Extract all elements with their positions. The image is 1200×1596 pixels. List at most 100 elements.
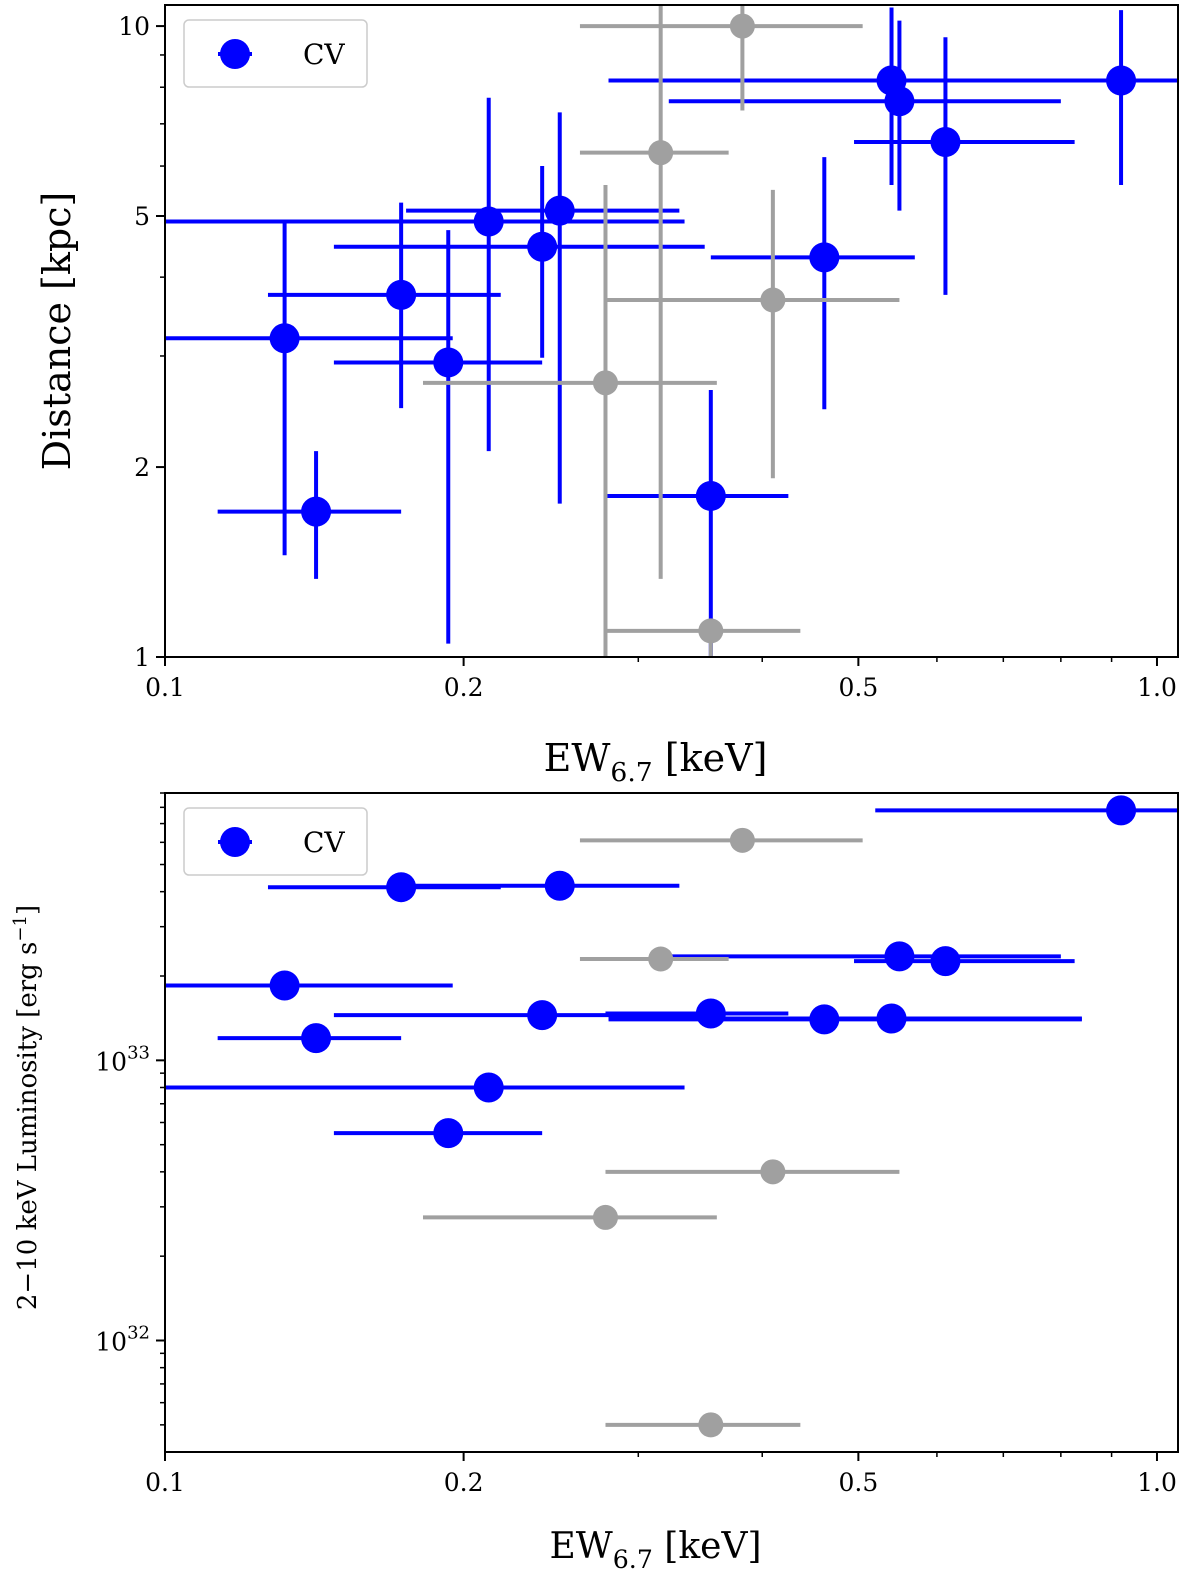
other-marker: [592, 370, 618, 396]
x-tick-label: 0.5: [838, 1468, 878, 1497]
other-point: [605, 189, 900, 479]
y-tick-label: 1032: [95, 1323, 150, 1357]
x-axis-label-sub: 6.7: [613, 1545, 653, 1574]
panel-distance: 0.1 0.2 0.5 1.0 1 2 5 10 EW6.7 [keV] Distance [kp…: [35, 4, 1179, 788]
other-point: [605, 618, 801, 657]
y-tick-exponent: 32: [127, 1323, 150, 1344]
CV-point: [333, 1118, 543, 1149]
other-marker: [729, 827, 755, 853]
x-axis-label: EW6.7 [keV]: [550, 1526, 762, 1574]
CV-marker: [269, 323, 300, 354]
other-point: [579, 5, 863, 111]
CV-marker: [386, 279, 417, 310]
y-tick-base: 10: [95, 1047, 127, 1076]
y-tick-label: 1: [134, 643, 150, 672]
x-tick-label: 0.1: [145, 673, 185, 702]
other-marker: [698, 618, 724, 644]
y-tick-label: 1033: [95, 1042, 150, 1076]
CV-point: [217, 451, 402, 579]
x-tick-label: 0.2: [444, 673, 484, 702]
CV-marker: [930, 946, 961, 977]
x-axis-label-sub: 6.7: [610, 757, 652, 788]
other-point: [605, 1412, 801, 1438]
CV-point: [854, 946, 1075, 977]
other-point: [579, 827, 863, 853]
other-marker: [760, 287, 786, 313]
CV-marker: [386, 872, 417, 903]
CV-marker: [301, 1023, 332, 1054]
x-axis-label-unit: [keV]: [653, 1526, 762, 1567]
legend-marker: [220, 39, 250, 69]
series-CV: [165, 7, 1178, 657]
other-point: [605, 1159, 900, 1185]
x-tick-label: 0.2: [444, 1468, 484, 1497]
CV-point: [605, 389, 789, 657]
y-axis-label-sup: −1: [10, 915, 31, 942]
CV-marker: [301, 496, 332, 527]
CV-point: [875, 795, 1178, 826]
other-marker: [648, 140, 674, 166]
y-tick-base: 10: [95, 1328, 127, 1357]
other-marker: [648, 946, 674, 972]
y-axis-label-end: ]: [13, 905, 43, 915]
x-axis-label: EW6.7 [keV]: [544, 736, 768, 788]
legend: CV: [183, 19, 368, 88]
series-other: [422, 827, 900, 1438]
CV-point: [165, 1072, 685, 1103]
CV-point: [710, 157, 915, 410]
CV-marker: [544, 870, 575, 901]
x-axis-label-main: EW: [550, 1526, 613, 1567]
legend-marker: [220, 827, 250, 857]
CV-marker: [884, 941, 915, 972]
CV-point: [217, 1023, 402, 1054]
legend-label: CV: [303, 38, 345, 71]
CV-marker: [544, 195, 575, 226]
y-axis-label-main: 2−10 keV Luminosity [erg s: [13, 942, 43, 1311]
y-tick-exponent: 33: [127, 1042, 150, 1063]
CV-point: [267, 202, 501, 409]
CV-marker: [473, 1072, 504, 1103]
other-marker: [592, 1204, 618, 1230]
CV-marker: [433, 347, 464, 378]
x-tick-label: 0.1: [145, 1468, 185, 1497]
other-marker: [729, 13, 755, 39]
legend: CV: [183, 807, 368, 876]
y-tick-label: 2: [134, 453, 150, 482]
CV-marker: [1106, 65, 1137, 96]
legend-label: CV: [303, 826, 345, 859]
CV-marker: [695, 480, 726, 511]
other-point: [579, 946, 729, 972]
CV-point: [668, 941, 1061, 972]
legend-frame: [183, 19, 368, 88]
CV-point: [608, 10, 1178, 185]
series-other: [422, 5, 900, 657]
CV-point: [605, 998, 789, 1029]
CV-marker: [884, 86, 915, 117]
CV-point: [406, 112, 680, 504]
CV-point: [406, 870, 680, 901]
CV-marker: [527, 1000, 558, 1031]
CV-marker: [809, 242, 840, 273]
CV-point: [165, 970, 453, 1001]
x-tick-label: 0.5: [838, 673, 878, 702]
CV-marker: [695, 998, 726, 1029]
CV-marker: [433, 1118, 464, 1149]
y-tick-label: 10: [118, 12, 150, 41]
CV-point: [165, 221, 453, 556]
other-point: [422, 1204, 717, 1230]
plot-frame: [164, 792, 1179, 1453]
x-tick-label: 1.0: [1137, 673, 1177, 702]
other-marker: [760, 1159, 786, 1185]
other-marker: [698, 1412, 724, 1438]
CV-marker: [527, 231, 558, 262]
other-point: [579, 5, 729, 579]
series-CV: [165, 795, 1178, 1149]
y-axis-label: 2−10 keV Luminosity [erg s−1]: [10, 905, 43, 1310]
CV-point: [333, 166, 705, 358]
CV-marker: [1106, 795, 1137, 826]
CV-marker: [876, 1003, 907, 1034]
y-axis-label: Distance [kpc]: [35, 192, 79, 471]
x-axis-label-unit: [keV]: [653, 736, 768, 780]
